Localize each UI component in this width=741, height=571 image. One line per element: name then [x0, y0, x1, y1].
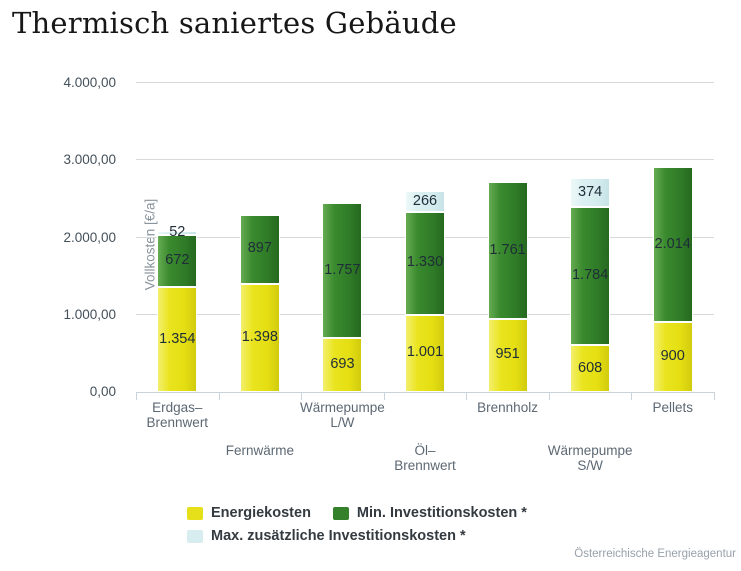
bar-segment-0[interactable]: [322, 338, 363, 392]
bar-segment-0[interactable]: [405, 314, 445, 392]
bar-segment-0[interactable]: [157, 287, 198, 392]
bar-segment-0[interactable]: [239, 284, 280, 392]
bar-segment-1[interactable]: [157, 235, 198, 288]
legend: Energiekosten Min. Investitionskosten * Ma…: [187, 505, 579, 544]
grid-line: [136, 159, 714, 161]
legend-item-0[interactable]: Energiekosten: [187, 505, 311, 521]
x-axis-line: [136, 392, 714, 393]
x-tick-mark: [219, 392, 220, 400]
bar-segment-1[interactable]: [405, 211, 445, 315]
bar-segment-0[interactable]: [570, 345, 611, 392]
x-category-label: Brennholz: [477, 400, 538, 415]
grid-line: [136, 82, 714, 83]
legend-marker-1: [332, 506, 349, 520]
bar-segment-0[interactable]: [652, 322, 693, 392]
x-tick-mark: [301, 392, 302, 400]
x-tick-mark: [466, 392, 467, 400]
legend-label: Min. Investitionskosten *: [356, 505, 527, 521]
legend-label: Max. zusätzliche Investitionskosten *: [211, 528, 466, 544]
legend-marker-0: [187, 506, 203, 520]
x-category-label: Wärmepumpe L/W: [300, 400, 385, 430]
x-tick-mark: [714, 392, 715, 400]
credit-text: Österreichische Energieagentur: [574, 548, 736, 560]
bar-segment-2[interactable]: [157, 231, 198, 236]
legend-item-1[interactable]: Min. Investitionskosten *: [332, 505, 527, 521]
bar-segment-2[interactable]: [570, 178, 611, 208]
legend-marker-2: [187, 529, 203, 543]
bar-segment-1[interactable]: [239, 214, 280, 284]
x-tick-mark: [631, 392, 632, 400]
x-tick-mark: [136, 392, 137, 400]
bar-segment-2[interactable]: [405, 191, 445, 212]
y-tick-label: 2.000,00: [63, 229, 116, 245]
x-tick-mark: [384, 392, 385, 400]
bar-segment-1[interactable]: [652, 166, 693, 323]
chart-title: Thermisch saniertes Gebäude: [12, 6, 457, 40]
y-tick-label: 1.000,00: [63, 306, 116, 322]
x-tick-mark: [549, 392, 550, 400]
bar-segment-1[interactable]: [487, 182, 528, 319]
x-category-label: Öl– Brennwert: [394, 443, 456, 473]
y-tick-label: 3.000,00: [63, 152, 116, 168]
legend-item-2[interactable]: Max. zusätzliche Investitionskosten *: [187, 528, 466, 544]
legend-label: Energiekosten: [211, 505, 311, 521]
plot-area: Vollkosten [€/a] 0,00 1.000,00 2.000,00 3.0…: [63, 75, 715, 473]
bar-segment-0[interactable]: [487, 318, 528, 392]
x-category-label: Pellets: [652, 400, 693, 415]
y-tick-label: 0,00: [89, 384, 116, 399]
x-category-label: Erdgas– Brennwert: [146, 400, 209, 430]
bar-segment-1[interactable]: [570, 207, 611, 346]
x-category-label: Fernwärme: [225, 443, 294, 458]
y-tick-label: 4.000,00: [63, 75, 116, 90]
x-category-label: Wärmepumpe S/W: [547, 443, 633, 473]
bar-segment-1[interactable]: [322, 202, 363, 339]
